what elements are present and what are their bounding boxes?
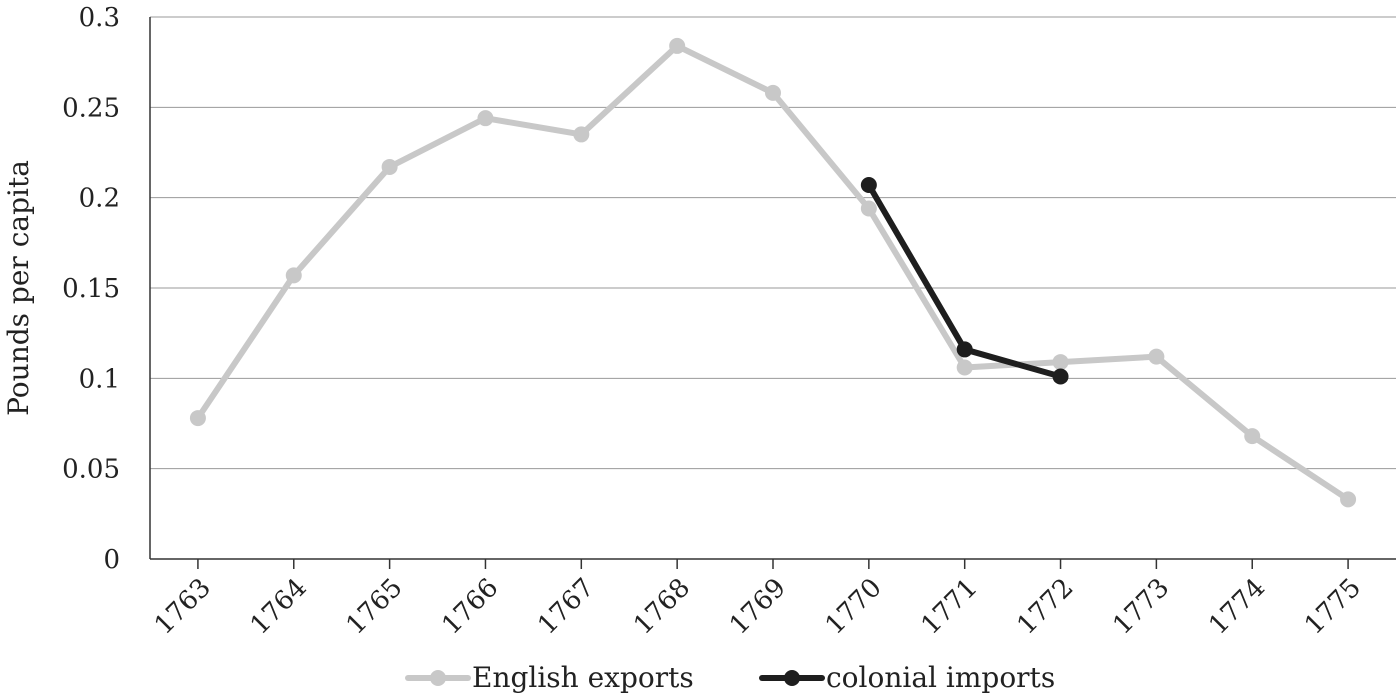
series-colonial-imports	[860, 177, 1069, 385]
gridlines	[150, 16, 1396, 470]
data-point-english-exports	[189, 410, 206, 427]
x-tick-label: 1773	[1107, 573, 1175, 641]
data-point-english-exports	[285, 267, 302, 284]
x-tick-label: 1772	[1011, 573, 1079, 641]
axes	[149, 17, 1396, 569]
legend-item-english-exports: English exports	[405, 661, 694, 694]
data-point-english-exports	[477, 110, 494, 127]
data-point-colonial-imports	[1052, 368, 1069, 385]
data-point-english-exports	[669, 37, 686, 54]
y-tick-labels: 0 0.05 0.1 0.15 0.2 0.25 0.3	[62, 3, 120, 575]
x-tick-label: 1775	[1299, 573, 1367, 641]
y-tick-label: 0.25	[62, 93, 120, 123]
y-tick-label: 0.15	[62, 274, 120, 304]
data-point-english-exports	[956, 359, 973, 376]
series	[189, 37, 1357, 508]
x-tick-label: 1768	[628, 573, 696, 641]
x-tick-label: 1767	[532, 573, 600, 641]
data-point-english-exports	[1148, 348, 1165, 365]
x-tick-label: 1765	[341, 573, 409, 641]
series-line-english-exports	[194, 42, 1352, 503]
legend-swatch-marker	[430, 670, 446, 686]
data-point-english-exports	[765, 84, 781, 101]
data-point-english-exports	[573, 126, 590, 143]
legend: English exports colonial imports	[405, 661, 1055, 694]
series-english-exports	[189, 37, 1357, 508]
data-point-english-exports	[860, 200, 877, 217]
x-tick-label: 1763	[149, 573, 217, 641]
x-tick-label: 1769	[724, 573, 792, 641]
legend-label: colonial imports	[826, 661, 1055, 694]
data-point-english-exports	[1052, 354, 1069, 371]
legend-item-colonial-imports: colonial imports	[759, 661, 1055, 694]
data-point-english-exports	[1340, 491, 1357, 508]
legend-swatch-marker	[784, 670, 800, 686]
y-tick-label: 0.3	[79, 3, 120, 33]
x-tick-label: 1766	[436, 573, 504, 641]
y-tick-label: 0.05	[62, 455, 120, 485]
data-point-english-exports	[1244, 428, 1261, 445]
data-point-english-exports	[381, 158, 398, 175]
y-tick-label: 0.2	[79, 184, 120, 214]
y-tick-label: 0	[103, 545, 120, 575]
data-point-colonial-imports	[860, 177, 877, 194]
data-point-colonial-imports	[956, 341, 973, 358]
y-tick-label: 0.1	[79, 364, 120, 394]
x-tick-label: 1764	[245, 573, 313, 641]
y-axis-title: Pounds per capita	[2, 160, 35, 416]
x-tick-label: 1771	[916, 573, 984, 641]
x-tick-labels: 1763 1764 1765 1766 1767 1768 1769 1770 1771 1772…	[149, 573, 1367, 641]
x-tick-label: 1774	[1203, 573, 1271, 641]
x-tick-label: 1770	[820, 573, 888, 641]
legend-label: English exports	[472, 661, 694, 694]
